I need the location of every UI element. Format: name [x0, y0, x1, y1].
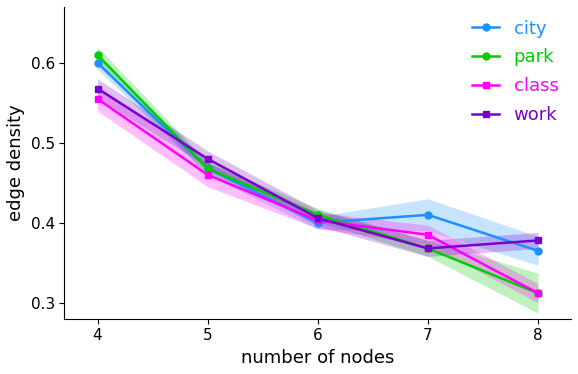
Y-axis label: edge density: edge density: [7, 104, 25, 221]
X-axis label: number of nodes: number of nodes: [241, 349, 394, 367]
Legend: city, park, class, work: city, park, class, work: [468, 16, 562, 128]
